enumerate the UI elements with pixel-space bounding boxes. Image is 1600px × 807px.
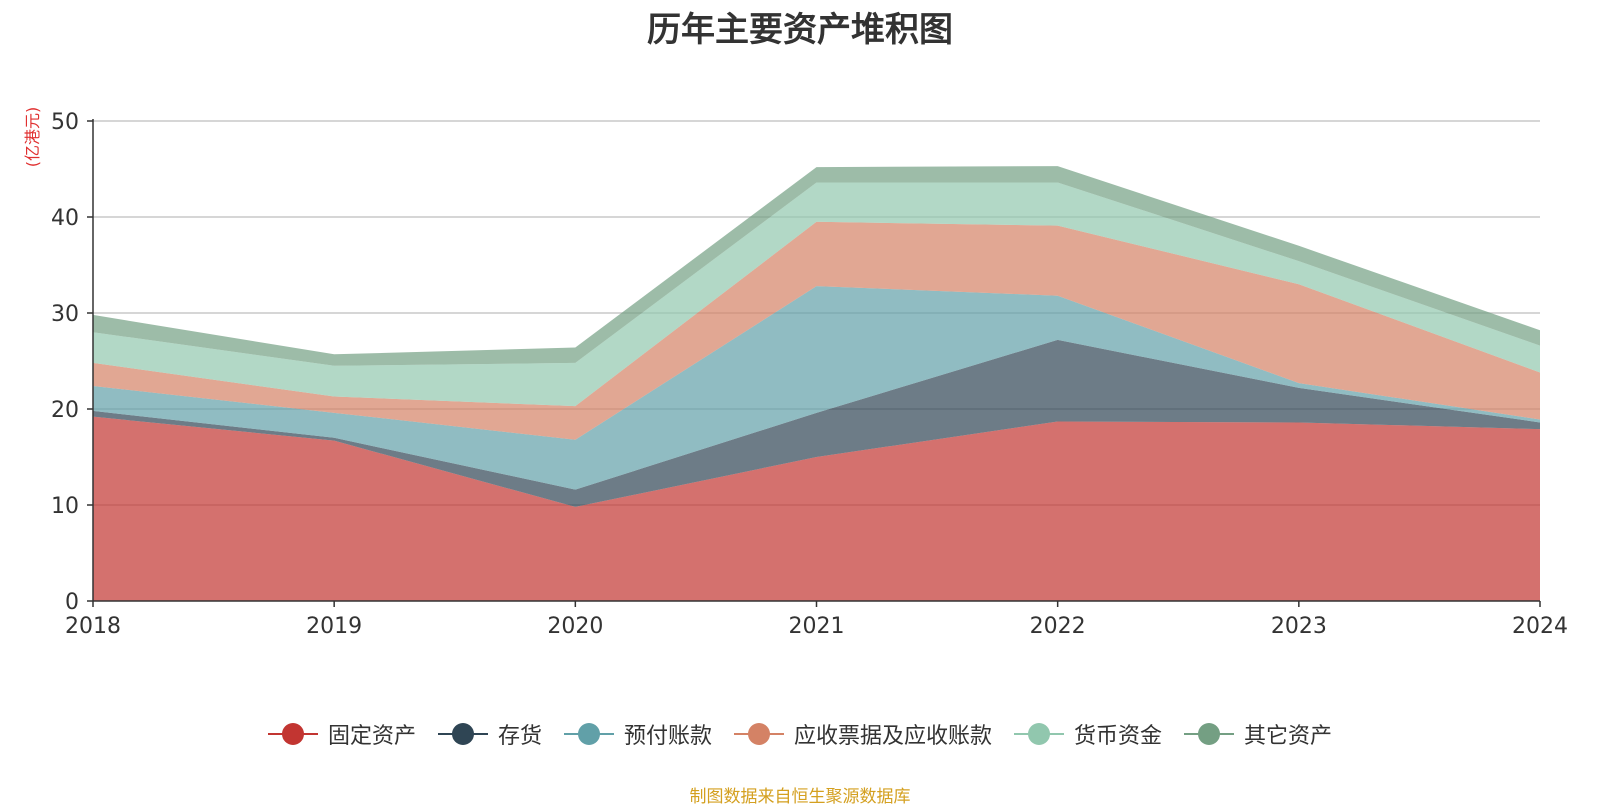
- area-series-1: [93, 339, 1540, 507]
- stacked-area-chart: 0 10 20 30 40 50 2018 2019 2020 2021 2022 2023 2024: [51, 110, 1568, 639]
- chart-title: 历年主要资产堆积图: [647, 10, 953, 50]
- legend-label: 货币资金: [1074, 724, 1163, 749]
- legend-marker-icon: [437, 722, 488, 746]
- area-series-4: [93, 182, 1540, 407]
- legend-marker-icon: [267, 722, 318, 746]
- legend-label: 存货: [497, 724, 542, 749]
- y-tick-label: 30: [51, 302, 79, 327]
- area-series-3: [93, 221, 1540, 440]
- legend-marker-icon: [1014, 722, 1065, 746]
- legend-item-2[interactable]: 预付账款: [563, 718, 712, 750]
- y-tick-label: 20: [51, 398, 79, 423]
- y-tick-label: 40: [51, 206, 79, 231]
- x-tick-label: 2019: [306, 614, 362, 639]
- legend-item-5[interactable]: 其它资产: [1184, 718, 1332, 750]
- y-tick-label: 50: [51, 110, 79, 135]
- axes: 0 10 20 30 40 50 2018 2019 2020 2021 2022 2023 2024: [51, 110, 1568, 639]
- y-tick-label: 0: [65, 590, 79, 615]
- area-series: [93, 166, 1540, 601]
- area-series-5: [93, 166, 1540, 366]
- area-series-0: [93, 416, 1540, 601]
- source-note: 制图数据来自恒生聚源数据库: [689, 787, 911, 807]
- legend-label: 应收票据及应收账款: [794, 724, 993, 749]
- x-tick-label: 2022: [1030, 614, 1086, 639]
- x-tick-label: 2020: [547, 614, 603, 639]
- y-tick-label: 10: [51, 494, 79, 519]
- area-series-2: [93, 286, 1540, 490]
- legend-label: 其它资产: [1244, 724, 1333, 749]
- legend-marker-icon: [1184, 722, 1235, 746]
- legend-label: 固定资产: [327, 724, 416, 749]
- legend: 固定资产 存货 预付账款 应收票据及应收账款 货币资金 其它资产: [0, 718, 1600, 750]
- legend-item-1[interactable]: 存货: [437, 718, 542, 750]
- legend-marker-icon: [734, 722, 784, 746]
- legend-label: 预付账款: [623, 724, 712, 749]
- x-tick-label: 2023: [1271, 614, 1327, 639]
- legend-item-0[interactable]: 固定资产: [267, 718, 416, 750]
- x-tick-label: 2024: [1512, 614, 1568, 639]
- legend-item-3[interactable]: 应收票据及应收账款: [734, 718, 992, 750]
- legend-item-4[interactable]: 货币资金: [1014, 718, 1162, 750]
- legend-marker-icon: [563, 722, 614, 746]
- x-tick-label: 2018: [65, 614, 121, 639]
- x-tick-label: 2021: [789, 614, 845, 639]
